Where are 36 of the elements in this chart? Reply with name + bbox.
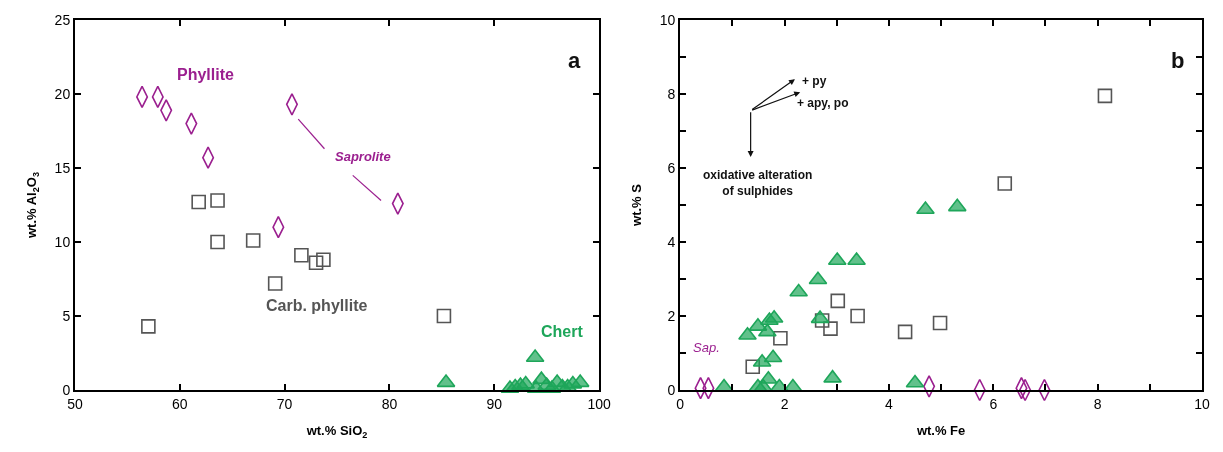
x-tick-label: 90 bbox=[486, 395, 503, 412]
y-tick-label: 0 bbox=[62, 381, 71, 398]
series-label: Phyllite bbox=[177, 66, 235, 83]
x-tick-label: 100 bbox=[587, 395, 611, 412]
y-tick-label: 8 bbox=[667, 85, 676, 102]
x-tick-label: 50 bbox=[67, 395, 83, 412]
x-axis-title: wt.% Fe bbox=[915, 422, 966, 438]
annotation: oxidative alteration of sulphides bbox=[703, 168, 813, 198]
x-tick-label: 2 bbox=[780, 395, 789, 412]
y-tick-label: 6 bbox=[667, 159, 676, 176]
x-axis-title: wt.% SiO$_{2}$ bbox=[305, 422, 368, 440]
y-tick-label: 4 bbox=[667, 233, 676, 250]
y-tick-label: 0 bbox=[667, 381, 676, 398]
x-tick-label: 6 bbox=[989, 395, 998, 412]
y-tick-label: 10 bbox=[54, 233, 71, 250]
y-tick-label: 10 bbox=[659, 11, 676, 28]
y-tick-label: 2 bbox=[667, 307, 676, 324]
x-tick-label: 10 bbox=[1194, 395, 1210, 412]
y-axis-title: wt.% S bbox=[629, 183, 645, 227]
annotation: + py bbox=[802, 74, 827, 88]
series-label: Carb. phyllite bbox=[266, 297, 368, 314]
series-label: Sap. bbox=[693, 340, 720, 355]
series-label: Chert bbox=[541, 323, 584, 340]
x-tick-label: 4 bbox=[885, 395, 894, 412]
y-tick-label: 25 bbox=[54, 11, 71, 28]
x-tick-label: 70 bbox=[276, 395, 293, 412]
annotation: a bbox=[568, 48, 581, 73]
x-tick-label: 60 bbox=[172, 395, 188, 412]
x-tick-label: 80 bbox=[381, 395, 398, 412]
y-tick-label: 20 bbox=[54, 85, 71, 102]
y-tick-label: 15 bbox=[54, 159, 71, 176]
annotation: b bbox=[1171, 48, 1185, 73]
y-tick-label: 5 bbox=[62, 307, 71, 324]
x-tick-label: 8 bbox=[1093, 395, 1102, 412]
annotation: Saprolite bbox=[335, 149, 391, 164]
annotation: + apy, po bbox=[797, 96, 849, 110]
